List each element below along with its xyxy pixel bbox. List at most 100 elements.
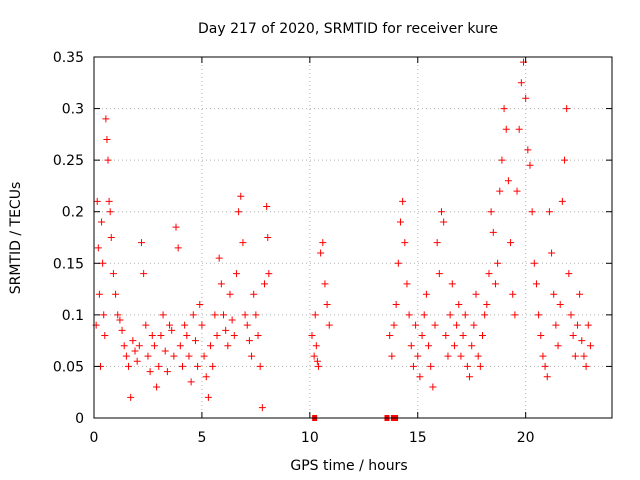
data-point <box>170 352 178 360</box>
x-tick-label: 5 <box>197 430 206 446</box>
x-tick-label: 0 <box>90 430 99 446</box>
data-point <box>135 342 143 350</box>
data-point <box>444 352 452 360</box>
data-point <box>243 321 251 329</box>
data-point <box>453 321 461 329</box>
data-point <box>258 404 266 412</box>
plot-frame <box>93 56 613 419</box>
data-point <box>526 161 534 169</box>
data-point <box>461 311 469 319</box>
data-point <box>95 290 103 298</box>
data-point <box>118 326 126 334</box>
data-point <box>392 301 400 309</box>
data-point <box>545 208 553 216</box>
data-point <box>479 331 486 339</box>
data-point <box>323 301 331 309</box>
data-point <box>226 290 234 298</box>
data-point <box>582 362 590 370</box>
y-tick-label: 0.2 <box>62 205 84 221</box>
data-point <box>207 342 215 350</box>
data-point <box>319 239 327 247</box>
data-point <box>114 311 122 319</box>
data-point <box>429 383 437 391</box>
data-point <box>420 311 428 319</box>
data-point <box>93 197 101 205</box>
data-point <box>122 352 130 360</box>
data-point <box>215 254 223 262</box>
data-point <box>481 311 489 319</box>
axis-ticks: 0 0.05 0.1 0.15 0.2 0.25 0.3 0.35 0 5 10 15 20 <box>53 50 612 446</box>
data-point <box>168 326 176 334</box>
data-point <box>209 362 217 370</box>
data-point <box>412 321 420 329</box>
data-point <box>103 136 111 144</box>
data-point <box>504 177 512 185</box>
grid <box>94 57 612 418</box>
data-point <box>539 352 547 360</box>
x-tick-label: 15 <box>409 430 427 446</box>
data-point <box>157 331 165 339</box>
chart-title: Day 217 of 2020, SRMTID for receiver kur… <box>198 21 498 37</box>
data-point <box>440 218 448 226</box>
data-point <box>558 197 566 205</box>
data-point <box>116 316 124 324</box>
data-point <box>543 373 551 381</box>
data-point <box>106 208 114 216</box>
data-point <box>567 311 575 319</box>
data-point <box>548 249 556 257</box>
data-point <box>235 208 243 216</box>
data-point <box>202 373 210 381</box>
data-point <box>222 326 230 334</box>
data-point <box>425 342 433 350</box>
data-point <box>194 362 202 370</box>
data-point <box>530 259 538 267</box>
data-point <box>472 290 480 298</box>
data-point <box>474 352 482 360</box>
data-point <box>487 208 495 216</box>
data-point <box>133 357 141 365</box>
data-point <box>541 362 549 370</box>
data-point <box>524 146 532 154</box>
x-axis-label: GPS time / hours <box>290 458 407 474</box>
data-point <box>254 331 262 339</box>
data-point <box>144 352 152 360</box>
data-point <box>388 352 396 360</box>
data-point <box>502 125 510 133</box>
data-point <box>496 187 504 195</box>
data-point <box>321 280 329 288</box>
data-point <box>183 331 191 339</box>
data-point <box>245 337 253 345</box>
data-point <box>314 362 322 370</box>
data-point <box>159 311 167 319</box>
data-point <box>148 331 156 339</box>
data-point <box>310 352 318 360</box>
data-point <box>535 311 543 319</box>
data-point <box>174 244 182 252</box>
data-point <box>386 331 394 339</box>
data-point <box>163 368 171 376</box>
data-point <box>571 352 579 360</box>
data-point <box>584 321 592 329</box>
data-point <box>586 342 594 350</box>
y-axis-label: SRMTID / TECUs <box>8 182 24 295</box>
data-point <box>224 342 232 350</box>
data-point <box>476 362 484 370</box>
data-point <box>150 342 158 350</box>
data-point <box>140 270 148 278</box>
data-points <box>92 58 594 421</box>
data-point <box>102 115 110 123</box>
data-point <box>146 368 154 376</box>
data-point <box>127 393 135 401</box>
data-point <box>448 280 456 288</box>
data-point <box>99 259 107 267</box>
data-point <box>155 362 163 370</box>
data-point <box>513 187 521 195</box>
data-point <box>313 357 321 365</box>
data-point <box>507 239 515 247</box>
data-point <box>427 362 435 370</box>
data-point <box>104 156 112 164</box>
data-point <box>129 337 137 345</box>
data-point <box>556 301 564 309</box>
data-point <box>325 321 333 329</box>
